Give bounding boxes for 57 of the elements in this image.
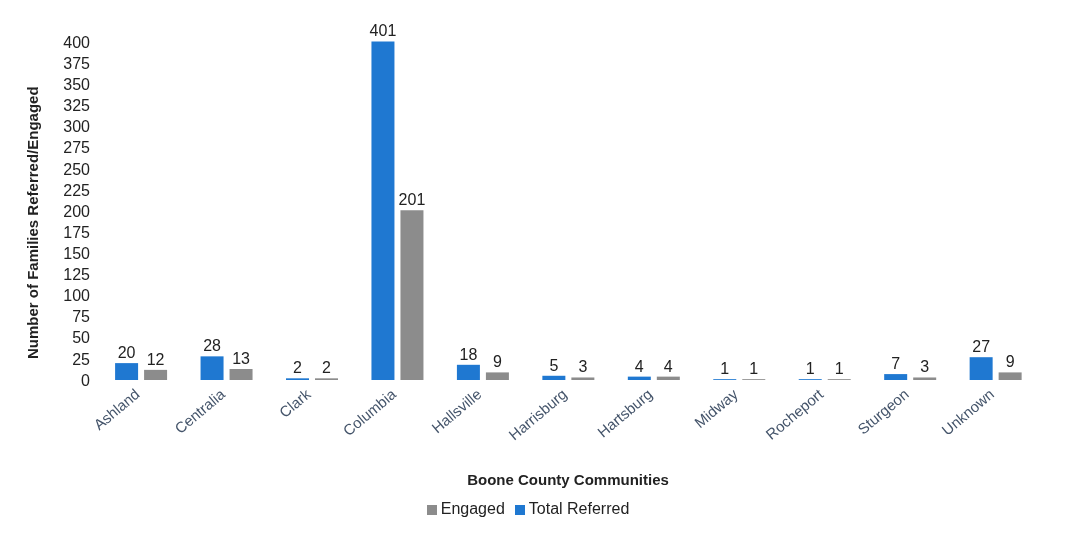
data-label: 2 bbox=[322, 359, 332, 377]
data-label: 9 bbox=[492, 353, 502, 371]
y-tick-label: 225 bbox=[63, 181, 91, 199]
y-tick-label: 250 bbox=[63, 160, 91, 178]
bar bbox=[400, 210, 424, 380]
y-tick-label: 0 bbox=[81, 371, 91, 389]
y-tick-label: 25 bbox=[72, 350, 91, 368]
y-tick-label: 150 bbox=[63, 245, 91, 263]
bar bbox=[884, 374, 908, 380]
bar bbox=[456, 364, 480, 380]
legend-label: Engaged bbox=[440, 500, 505, 517]
data-label: 27 bbox=[972, 338, 991, 356]
y-tick-label: 100 bbox=[63, 287, 91, 305]
data-label: 28 bbox=[203, 337, 222, 355]
bar bbox=[485, 372, 509, 380]
data-label: 2 bbox=[293, 359, 303, 377]
data-label: 13 bbox=[232, 350, 251, 368]
bar bbox=[229, 369, 253, 380]
y-tick-label: 275 bbox=[63, 139, 91, 157]
data-label: 4 bbox=[634, 357, 644, 375]
data-label: 7 bbox=[891, 355, 901, 373]
data-label: 5 bbox=[549, 356, 559, 374]
y-tick-label: 200 bbox=[63, 202, 91, 220]
bar bbox=[371, 41, 395, 380]
data-label: 3 bbox=[578, 358, 588, 376]
data-label: 9 bbox=[1005, 353, 1015, 371]
bar bbox=[115, 363, 139, 380]
data-label: 1 bbox=[834, 360, 844, 378]
data-label: 201 bbox=[398, 191, 426, 209]
bar bbox=[969, 357, 993, 380]
y-tick-label: 375 bbox=[63, 55, 91, 73]
legend-label: Total Referred bbox=[528, 500, 630, 517]
data-label: 20 bbox=[117, 344, 136, 362]
data-label: 1 bbox=[805, 360, 815, 378]
y-tick-label: 350 bbox=[63, 76, 91, 94]
y-tick-label: 300 bbox=[63, 118, 91, 136]
bar bbox=[571, 377, 595, 380]
data-label: 18 bbox=[459, 345, 478, 363]
data-label: 401 bbox=[369, 22, 397, 40]
data-label: 3 bbox=[920, 358, 930, 376]
data-label: 1 bbox=[749, 360, 759, 378]
x-axis-title: Boone County Communities bbox=[467, 471, 669, 488]
data-label: 12 bbox=[146, 350, 165, 368]
data-label: 1 bbox=[720, 360, 730, 378]
bar bbox=[913, 377, 937, 380]
y-tick-label: 75 bbox=[72, 308, 91, 326]
y-tick-label: 175 bbox=[63, 223, 91, 241]
data-label: 4 bbox=[663, 357, 673, 375]
bar bbox=[542, 375, 566, 380]
y-tick-label: 50 bbox=[72, 329, 91, 347]
y-tick-label: 400 bbox=[63, 33, 91, 51]
y-tick-label: 125 bbox=[63, 266, 91, 284]
y-axis-title: Number of Families Referred/Engaged bbox=[24, 86, 42, 359]
y-tick-label: 325 bbox=[63, 97, 91, 115]
bar bbox=[998, 372, 1022, 380]
bar bbox=[200, 356, 224, 380]
bar bbox=[144, 369, 168, 380]
